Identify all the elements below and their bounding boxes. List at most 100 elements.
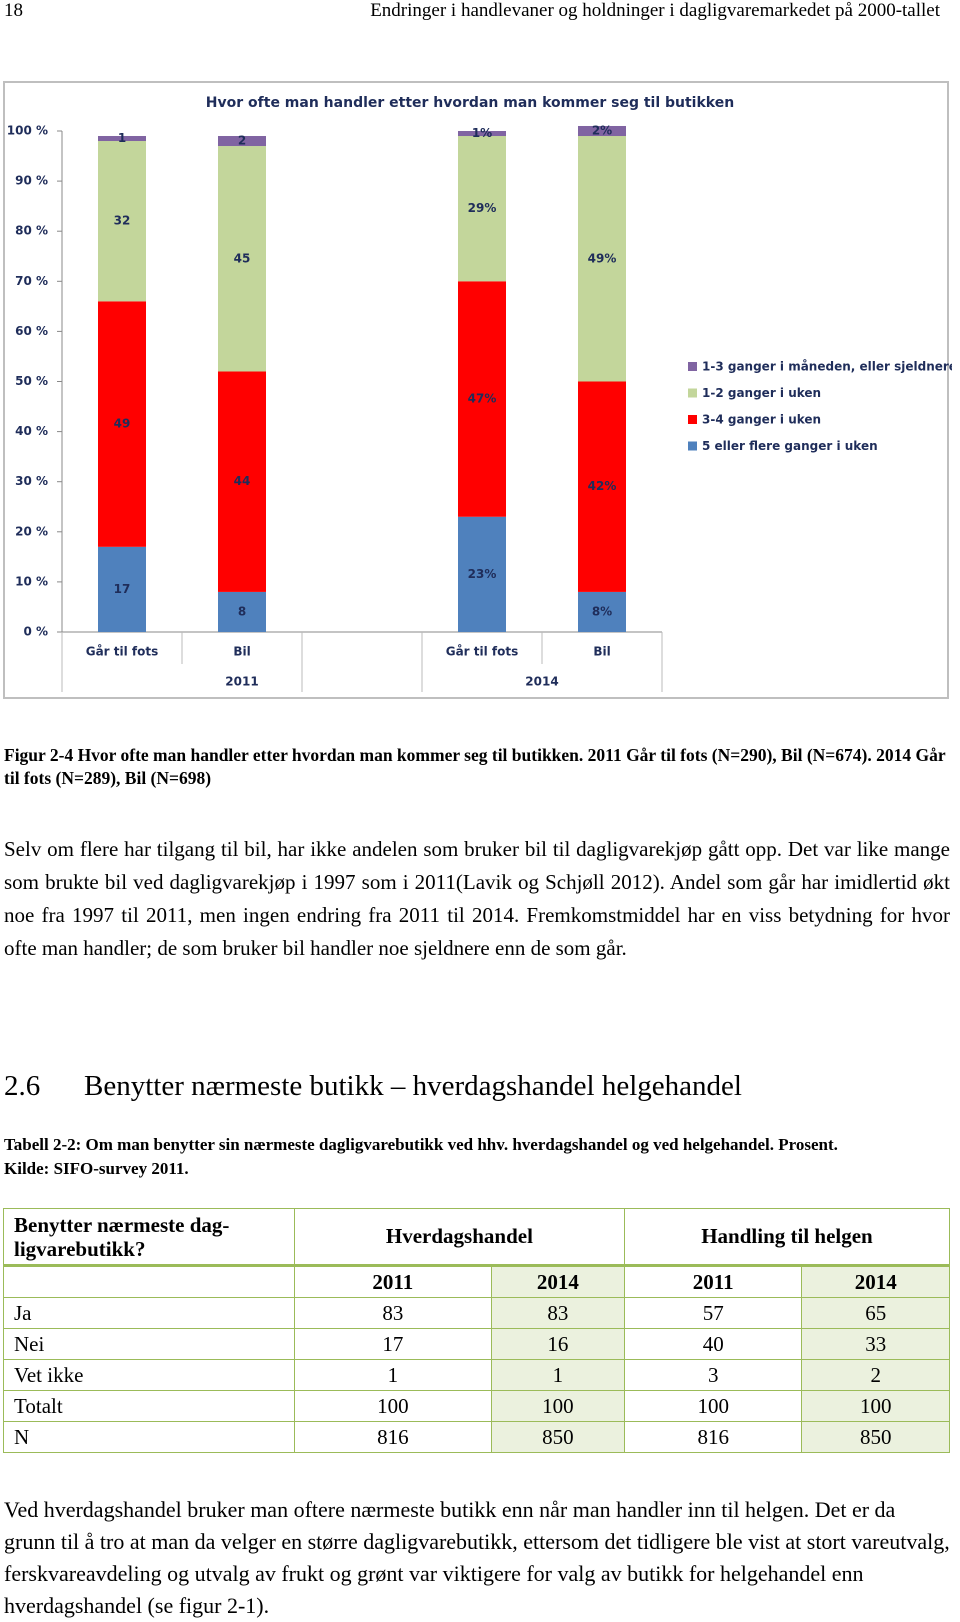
- table-cell: 2011: [293, 1265, 492, 1298]
- x-tick-label: Går til fots: [446, 645, 519, 659]
- table-cell: 2011: [623, 1265, 803, 1298]
- group-label: 2011: [225, 675, 258, 689]
- table-row: Vet ikke 1 1 3 2: [3, 1359, 950, 1391]
- bar-segment: [578, 136, 626, 382]
- section-number: 2.6: [4, 1070, 41, 1102]
- legend-swatch: [688, 441, 697, 451]
- table-caption-line: Kilde: SIFO-survey 2011.: [4, 1159, 189, 1178]
- legend-swatch: [688, 388, 697, 398]
- paragraph: Selv om flere har tilgang til bil, har i…: [4, 837, 950, 960]
- paragraph: Ved hverdagshandel bruker man oftere nær…: [4, 1497, 950, 1618]
- table-row: Nei 17 16 40 33: [3, 1328, 950, 1360]
- x-tick-label: Bil: [233, 645, 250, 659]
- table-cell: Ja: [3, 1297, 295, 1329]
- data-label: 1%: [472, 126, 492, 140]
- table-cell: Handling til helgen: [623, 1208, 951, 1267]
- bar-segment: [218, 136, 266, 147]
- data-label: 29%: [468, 201, 497, 215]
- y-tick-label: 20 %: [15, 524, 48, 538]
- table-cell: Benytter nærmeste dag-ligvarebutikk?: [3, 1208, 295, 1267]
- bar-segment: [458, 136, 506, 282]
- bar-segment: [218, 591, 266, 632]
- table-caption-line: Tabell 2-2: Om man benytter sin nærmeste…: [4, 1135, 838, 1154]
- data-label: 2: [238, 134, 246, 148]
- legend-label: 1-2 ganger i uken: [702, 386, 821, 400]
- table-cell: 100: [293, 1390, 492, 1422]
- y-tick-label: 100 %: [7, 124, 48, 138]
- table-cell: 17: [293, 1328, 492, 1360]
- section-heading: 2.6 Benytter nærmeste butikk – hverdagsha…: [4, 1070, 742, 1103]
- table-row: N 816 850 816 850: [3, 1421, 950, 1453]
- data-label: 8: [238, 604, 246, 618]
- bar-segment: [98, 301, 146, 547]
- table-cell: 2014: [490, 1265, 625, 1298]
- table-cell: [3, 1265, 295, 1298]
- data-label: 2%: [592, 124, 612, 138]
- bar-segment: [458, 131, 506, 137]
- data-label: 49%: [588, 251, 617, 265]
- data-label: 23%: [468, 567, 497, 581]
- running-title: Endringer i handlevaner og holdninger i …: [370, 0, 940, 21]
- group-label: 2014: [525, 675, 558, 689]
- bar-segment: [218, 146, 266, 372]
- legend-label: 3-4 ganger i uken: [702, 413, 821, 427]
- data-label: 45: [234, 251, 251, 265]
- section-title: Benytter nærmeste butikk – hverdagshande…: [84, 1070, 742, 1102]
- figure-caption: Figur 2-4 Hvor ofte man handler etter hv…: [4, 745, 946, 788]
- bar-segment: [578, 125, 626, 137]
- data-label: 8%: [592, 604, 612, 618]
- table-cell: 1: [293, 1359, 492, 1391]
- table-row: 2011 2014 2011 2014: [3, 1265, 950, 1298]
- table-cell: 65: [801, 1297, 950, 1329]
- data-label: 44: [234, 474, 251, 488]
- y-tick-label: 10 %: [15, 574, 48, 588]
- legend-swatch: [688, 415, 697, 424]
- table-cell: 816: [293, 1421, 492, 1453]
- table-cell: 100: [801, 1390, 950, 1422]
- legend-label: 1-3 ganger i måneden, eller sjeldnere: [702, 360, 952, 374]
- table-cell: 40: [623, 1328, 803, 1360]
- table-cell: 83: [293, 1297, 492, 1329]
- y-tick-label: 70 %: [15, 274, 48, 288]
- table-cell: Totalt: [3, 1390, 295, 1422]
- y-tick-label: 40 %: [15, 424, 48, 438]
- bar-segment: [98, 141, 146, 302]
- bar-segment: [458, 281, 506, 517]
- table-cell: 1: [490, 1359, 625, 1391]
- bar-segment: [98, 136, 146, 142]
- page-number: 18: [4, 0, 23, 21]
- table-cell: N: [3, 1421, 295, 1453]
- bar-segment: [458, 516, 506, 632]
- table: Benytter nærmeste dag-ligvarebutikk? Hver…: [3, 1208, 951, 1453]
- table-cell: 100: [490, 1390, 625, 1422]
- bar-segment: [578, 591, 626, 632]
- table-cell: 16: [490, 1328, 625, 1360]
- data-label: 32: [114, 214, 131, 228]
- y-tick-label: 90 %: [15, 174, 48, 188]
- table-cell: Hverdagshandel: [293, 1208, 625, 1267]
- bar-segment: [578, 381, 626, 592]
- table-cell: 850: [490, 1421, 625, 1453]
- data-label: 17: [114, 582, 131, 596]
- table-row: Ja 83 83 57 65: [3, 1297, 950, 1329]
- data-label: 42%: [588, 479, 617, 493]
- y-tick-label: 0 %: [23, 625, 48, 639]
- x-tick-label: Bil: [593, 645, 610, 659]
- y-tick-label: 80 %: [15, 224, 48, 238]
- y-tick-label: 60 %: [15, 324, 48, 338]
- table-cell: Nei: [3, 1328, 295, 1360]
- table-row: Totalt 100 100 100 100: [3, 1390, 950, 1422]
- table-cell: 100: [623, 1390, 803, 1422]
- data-label: 49: [114, 417, 131, 431]
- bar-segment: [98, 546, 146, 632]
- table-cell: 57: [623, 1297, 803, 1329]
- table-caption: Tabell 2-2: Om man benytter sin nærmeste…: [4, 1133, 950, 1181]
- y-tick-label: 50 %: [15, 374, 48, 388]
- table-cell: 850: [801, 1421, 950, 1453]
- table-cell: 33: [801, 1328, 950, 1360]
- bar-segment: [218, 371, 266, 592]
- table-cell: 3: [623, 1359, 803, 1391]
- chart-title: Hvor ofte man handler etter hvordan man …: [206, 95, 734, 111]
